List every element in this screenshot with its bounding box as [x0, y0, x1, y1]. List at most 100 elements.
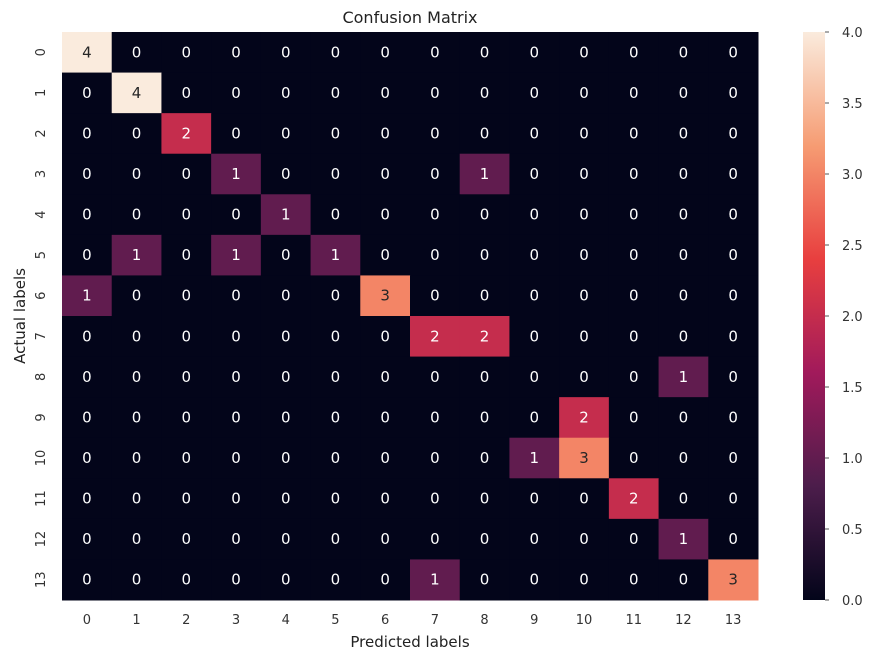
y-tick-label: 3 [34, 170, 49, 178]
heatmap-cell [708, 234, 759, 276]
cell-value-label: 0 [629, 124, 639, 142]
cell-value-label: 0 [82, 124, 92, 142]
colorbar [803, 32, 825, 600]
cell-value-label: 4 [132, 84, 142, 102]
heatmap-cell [310, 397, 361, 439]
heatmap-cell [211, 275, 262, 317]
y-tick-label: 4 [34, 210, 49, 218]
y-tick-label: 1 [34, 89, 49, 97]
y-tick-label: 5 [34, 251, 49, 259]
heatmap-cell [459, 316, 510, 358]
cell-value-label: 0 [728, 206, 738, 224]
cell-value-label: 1 [82, 287, 92, 305]
heatmap-cell [62, 478, 113, 520]
heatmap-cell [658, 518, 709, 560]
heatmap-cell [708, 72, 759, 114]
heatmap-cell [708, 397, 759, 439]
cell-value-label: 1 [331, 246, 341, 264]
x-tick-label: 3 [232, 613, 240, 628]
heatmap-cell [161, 32, 212, 74]
cell-value-label: 0 [281, 84, 291, 102]
cell-value-label: 0 [231, 368, 241, 386]
heatmap-cell [111, 72, 162, 114]
cell-value-label: 0 [231, 287, 241, 305]
heatmap-cell [310, 234, 361, 276]
cell-value-label: 0 [380, 43, 390, 61]
heatmap-cell [708, 113, 759, 155]
heatmap-cell [260, 234, 312, 276]
heatmap-cell [658, 153, 709, 195]
cell-value-label: 0 [231, 124, 241, 142]
cell-value-label: 0 [331, 206, 341, 224]
heatmap-cell [509, 316, 560, 358]
heatmap-cell [410, 316, 461, 358]
cell-value-label: 0 [430, 84, 440, 102]
heatmap-cell [559, 478, 610, 520]
cell-value-label: 0 [380, 408, 390, 426]
y-tick-label: 2 [34, 129, 49, 137]
chart-title: Confusion Matrix [342, 8, 477, 27]
heatmap-cell [360, 72, 411, 114]
cell-value-label: 1 [679, 368, 689, 386]
cell-value-label: 0 [679, 449, 689, 467]
heatmap-cell [708, 32, 759, 74]
heatmap-cell [608, 153, 660, 195]
heatmap-cell [360, 234, 411, 276]
cell-value-label: 1 [679, 530, 689, 548]
cell-value-label: 0 [430, 206, 440, 224]
heatmap-cell [260, 397, 312, 439]
cell-value-label: 0 [132, 530, 142, 548]
colorbar-tick-label: 0.0 [842, 594, 863, 609]
cell-value-label: 0 [530, 408, 540, 426]
cell-value-label: 0 [82, 84, 92, 102]
heatmap-cell [360, 275, 411, 317]
cell-value-label: 0 [679, 490, 689, 508]
x-tick-label: 5 [331, 613, 339, 628]
heatmap-cell [459, 72, 510, 114]
cell-value-label: 1 [132, 246, 142, 264]
cell-value-label: 0 [82, 530, 92, 548]
heatmap-cell [161, 518, 212, 560]
colorbar-tick-label: 3.5 [842, 97, 863, 112]
cell-value-label: 0 [231, 449, 241, 467]
heatmap-cell [211, 559, 262, 601]
cell-value-label: 0 [679, 43, 689, 61]
x-tick-label: 9 [530, 613, 538, 628]
cell-value-label: 0 [331, 490, 341, 508]
heatmap-cell [410, 437, 461, 479]
heatmap-cell [608, 478, 660, 520]
cell-value-label: 0 [231, 408, 241, 426]
heatmap-cell [410, 397, 461, 439]
heatmap-cell [260, 113, 312, 155]
cell-value-label: 0 [380, 571, 390, 589]
cell-value-label: 0 [629, 43, 639, 61]
heatmap-cell [658, 234, 709, 276]
cell-value-label: 0 [82, 327, 92, 345]
cell-value-label: 0 [579, 327, 589, 345]
cell-value-label: 0 [82, 206, 92, 224]
heatmap-cell [708, 153, 759, 195]
heatmap-cell [62, 32, 113, 74]
heatmap-cell [62, 113, 113, 155]
heatmap-cell [459, 437, 510, 479]
cell-value-label: 0 [182, 490, 192, 508]
heatmap-cell [211, 194, 262, 236]
cell-value-label: 0 [182, 368, 192, 386]
cell-value-label: 0 [728, 246, 738, 264]
heatmap-cell [410, 234, 461, 276]
x-tick-label: 13 [725, 613, 742, 628]
heatmap-cell [410, 356, 461, 398]
cell-value-label: 0 [679, 287, 689, 305]
cell-value-label: 0 [82, 368, 92, 386]
heatmap-cell [509, 518, 560, 560]
cell-value-label: 0 [182, 43, 192, 61]
cell-value-label: 0 [281, 124, 291, 142]
cell-value-label: 0 [579, 368, 589, 386]
cell-value-label: 0 [182, 571, 192, 589]
heatmap-cell [708, 275, 759, 317]
heatmap-cell [360, 478, 411, 520]
heatmap-cell [111, 113, 162, 155]
cell-value-label: 0 [530, 490, 540, 508]
heatmap-cell [509, 397, 560, 439]
heatmap-cell [161, 113, 212, 155]
